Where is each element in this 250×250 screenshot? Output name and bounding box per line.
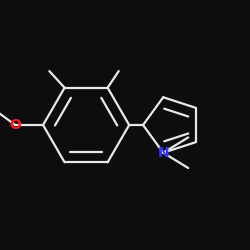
Text: O: O <box>9 118 21 132</box>
Text: N: N <box>158 146 169 160</box>
